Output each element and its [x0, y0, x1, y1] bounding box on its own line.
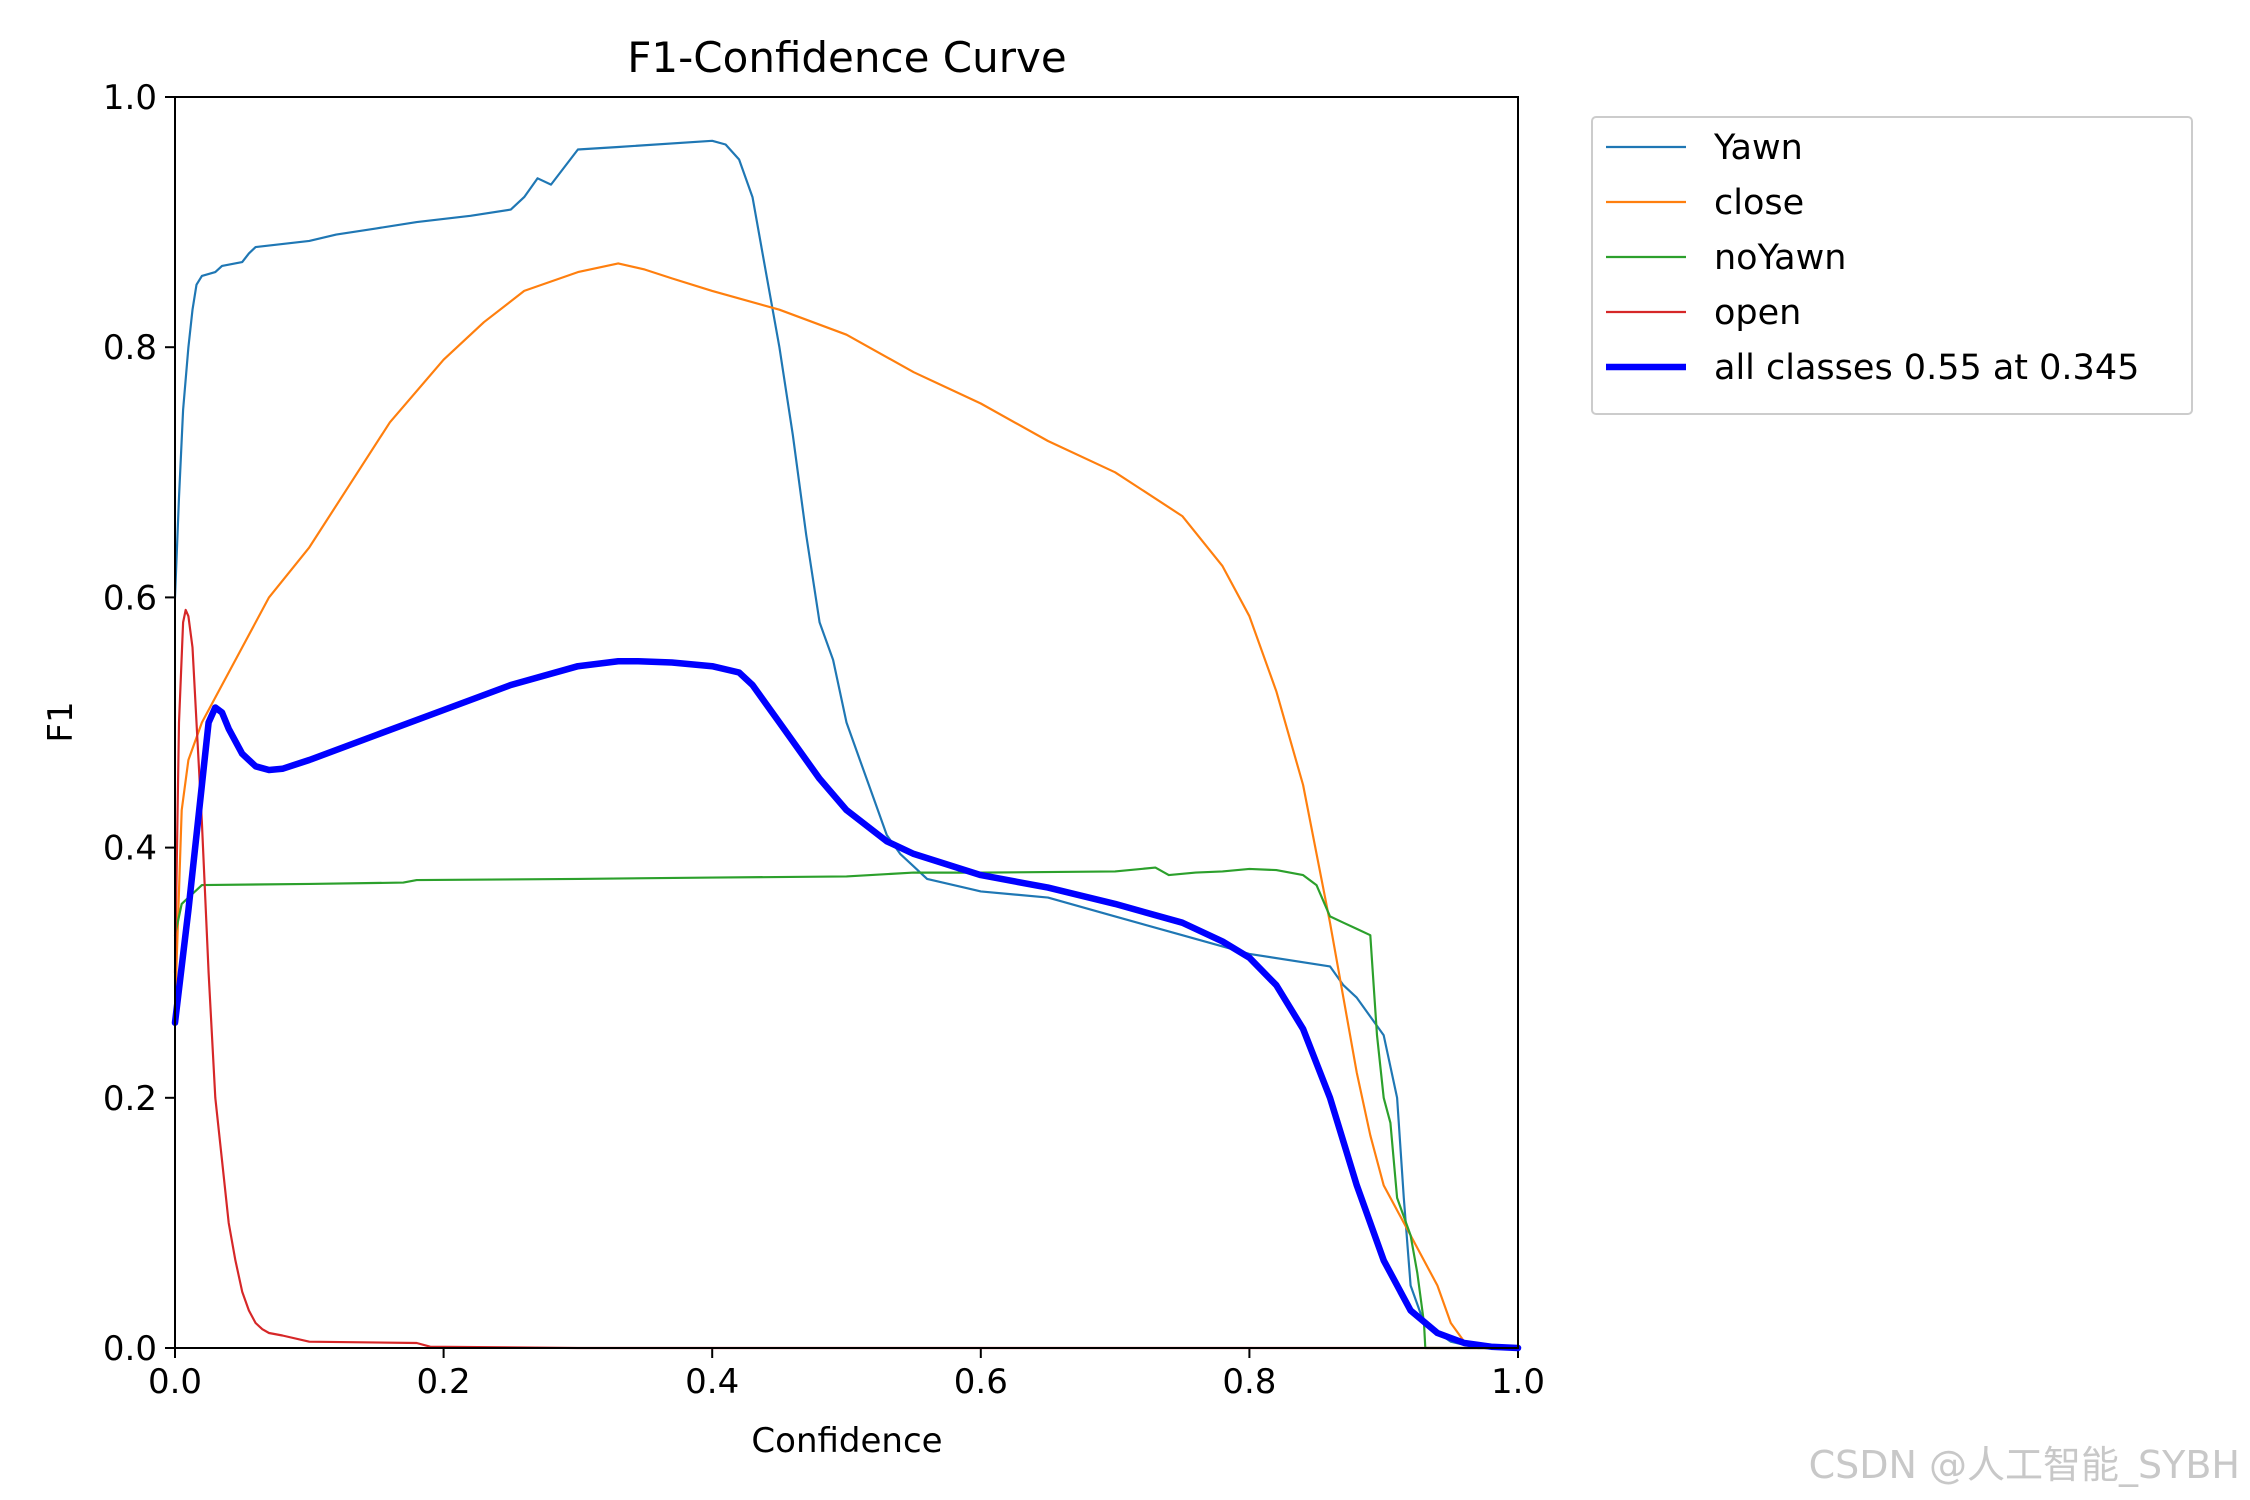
series-line-noyawn	[173, 866, 1520, 1350]
x-tick-label: 0.6	[954, 1362, 1008, 1402]
y-tick-label: 0.2	[103, 1079, 157, 1119]
x-tick-label: 0.0	[148, 1362, 202, 1402]
legend-label: noYawn	[1714, 238, 1846, 278]
axis-ticks: 0.0 0.2 0.4 0.6 0.8 1.0 0.0 0.2 0.4 0.6 0.8 1.0	[103, 78, 1545, 1402]
x-tick-label: 0.4	[685, 1362, 739, 1402]
series-line-all	[171, 657, 1522, 1352]
watermark-text: CSDN @人工智能_SYBH	[1809, 1443, 2240, 1487]
y-tick-label: 0.6	[103, 578, 157, 618]
y-axis-label: F1	[41, 701, 81, 742]
legend-box	[1591, 116, 2193, 415]
y-tick-label: 0.4	[103, 829, 157, 869]
legend-label: close	[1714, 183, 1804, 223]
plot-frame	[174, 96, 1519, 1349]
legend-label: Yawn	[1713, 128, 1803, 168]
y-tick-label: 1.0	[103, 78, 157, 118]
y-tick-label: 0.8	[103, 328, 157, 368]
legend-label: all classes 0.55 at 0.345	[1714, 348, 2139, 388]
x-axis-label: Confidence	[751, 1421, 942, 1461]
legend-label: open	[1714, 293, 1801, 333]
x-tick-label: 1.0	[1491, 1362, 1545, 1402]
x-tick-label: 0.2	[417, 1362, 471, 1402]
chart-title: F1-Confidence Curve	[627, 33, 1066, 82]
x-tick-label: 0.8	[1222, 1362, 1276, 1402]
y-tick-label: 0.0	[103, 1329, 157, 1369]
series-line-open	[173, 608, 1520, 1350]
plot-lines	[171, 139, 1522, 1352]
legend: Yawn close noYawn open all classes 0.55 at 0…	[1591, 116, 2193, 415]
series-line-close	[173, 262, 1520, 1350]
